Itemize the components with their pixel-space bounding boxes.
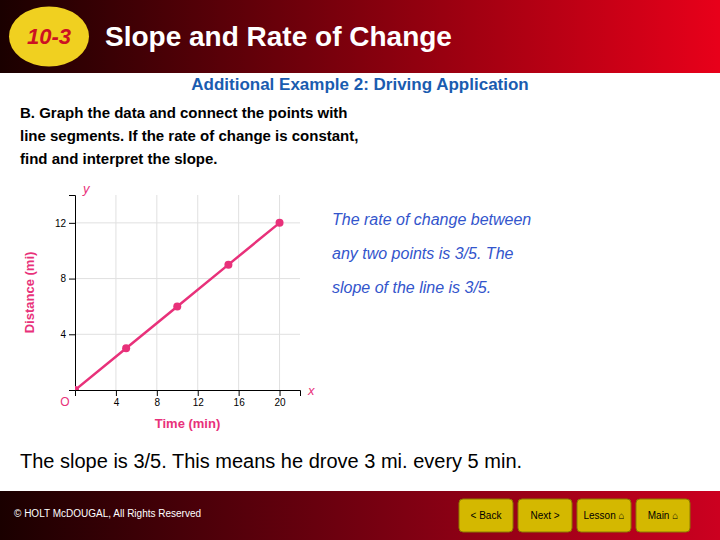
x-tick-mark: [198, 390, 199, 396]
x-tick: 8: [155, 390, 161, 408]
grid-line: [156, 195, 157, 390]
x-tick-mark: [116, 390, 117, 396]
annotation: any two points is 3/5. The: [332, 245, 514, 262]
subtitle: Additional Example 2: Driving Applicatio…: [191, 75, 529, 94]
statement: The slope is 3/5. This means he drove 3 …: [20, 450, 522, 472]
y-tick-mark: [69, 223, 75, 224]
x-tick: 20: [274, 390, 286, 408]
x-axis-title: Time (min): [155, 416, 221, 431]
x-tick: 4: [114, 390, 120, 408]
nav-button: [518, 499, 572, 532]
data-point: [122, 344, 130, 352]
title: Slope and Rate of Change: [105, 21, 452, 52]
annotation: The rate of change between: [332, 211, 531, 228]
grid-line: [75, 334, 300, 335]
copyright: © HOLT McDOUGAL, All Rights Reserved: [14, 508, 201, 519]
grid-line: [238, 195, 239, 390]
grid-line: [75, 278, 300, 279]
y-tick-mark: [69, 279, 75, 280]
origin-label: O: [60, 395, 69, 409]
x-tick: 12: [193, 390, 205, 408]
x-tick: 16: [234, 390, 246, 408]
nav-button-label: Lesson ⌂: [583, 510, 624, 521]
nav-button-label: Main ⌂: [648, 510, 679, 521]
footer-band: [0, 491, 720, 540]
x-axis: 4 8 12 16 20: [76, 390, 301, 408]
x-tick-label: 20: [274, 397, 286, 408]
slide: 10-3 Slope and Rate of Change Additional E…: [0, 0, 720, 540]
badge-text: 10-3: [27, 24, 71, 49]
y-axis-title: Distance (mi): [22, 252, 37, 334]
annotation: slope of the line is 3/5.: [332, 279, 491, 296]
data-point: [173, 302, 181, 310]
grid-line: [197, 195, 198, 390]
data-point: [75, 386, 79, 390]
y-tick: 8: [60, 273, 75, 284]
header-band: [0, 0, 720, 73]
y-tick-label: 4: [60, 329, 66, 340]
nav-button: [577, 499, 631, 532]
y-tick: 12: [55, 218, 75, 229]
grid-line: [75, 222, 300, 223]
nav-button-label: Next >: [530, 510, 559, 521]
data-point: [276, 219, 284, 227]
x-tick-label: 12: [193, 397, 205, 408]
badge: [9, 7, 89, 67]
body-text: find and interpret the slope.: [20, 150, 218, 167]
y-tick-mark: [69, 334, 75, 335]
nav-button-label: < Back: [471, 510, 503, 521]
x-tick-mark: [280, 390, 281, 396]
plot-marks: [75, 219, 284, 390]
grid: [75, 195, 300, 390]
body-text: line segments. If the rate of change is …: [20, 127, 358, 144]
x-tick-label: 8: [155, 397, 161, 408]
y-axis-line: [69, 196, 76, 391]
y-axis: 4 8 12: [55, 196, 76, 391]
axis-letter: y: [82, 181, 91, 196]
axis-letter: x: [307, 383, 315, 398]
y-tick-label: 8: [60, 273, 66, 284]
x-tick-label: 4: [114, 397, 120, 408]
y-tick-label: 12: [55, 218, 67, 229]
nav-button: [459, 499, 513, 532]
x-tick-label: 16: [234, 397, 246, 408]
x-tick-mark: [157, 390, 158, 396]
data-point: [224, 261, 232, 269]
x-axis-line: [76, 391, 301, 397]
grid-line: [115, 195, 116, 390]
x-tick-mark: [239, 390, 240, 396]
nav-button: [636, 499, 690, 532]
data-line: [75, 223, 280, 390]
body-text: B. Graph the data and connect the points…: [20, 104, 348, 121]
y-tick: 4: [60, 329, 75, 340]
